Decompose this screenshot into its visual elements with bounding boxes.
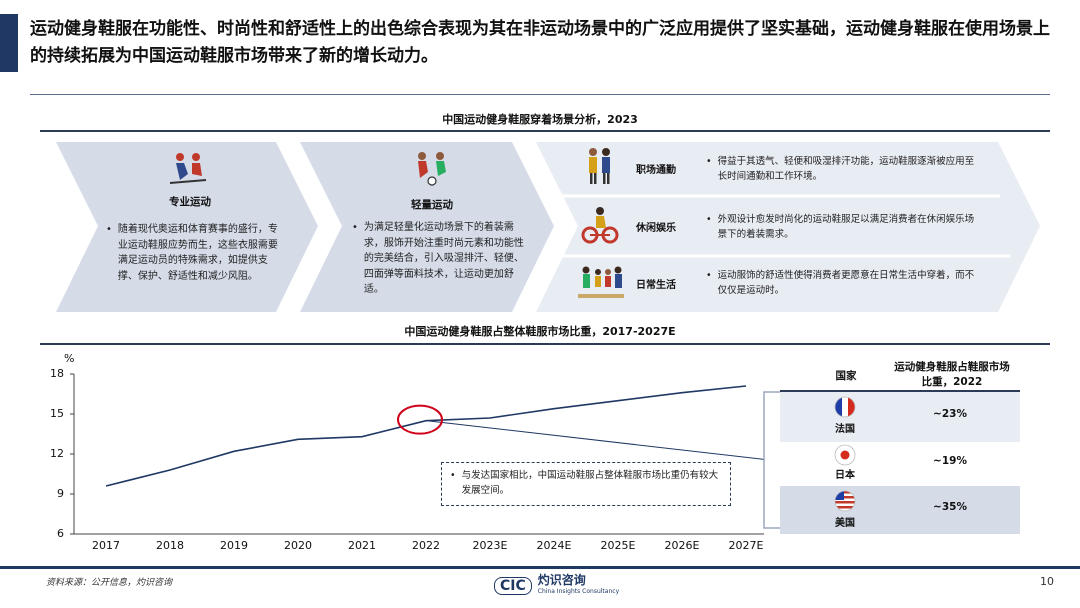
scene-text-commute-body: 得益于其透气、轻便和吸湿排汗功能，运动鞋服逐渐被应用至长时间通勤和工作环境。 <box>717 156 975 182</box>
chevron-pro-sport <box>56 142 318 312</box>
chevron-text-pro-sport-body: 随着现代奥运和体育赛事的盛行，专业运动鞋服应势而生，这些衣服需要满足运动员的特殊… <box>117 224 278 282</box>
chevron-light-sport <box>300 142 554 312</box>
chevron-text-light-sport-body: 为满足轻量化运动场景下的着装需求，服饰开始注重时尚元素和功能性的完美结合，引入吸… <box>363 222 524 295</box>
logo-mark: CIC <box>494 577 532 595</box>
chevron-text-pro-sport: • 随着现代奥运和体育赛事的盛行，专业运动鞋服应势而生，这些衣服需要满足运动员的特… <box>106 222 284 284</box>
x-tick-label: 2017 <box>92 539 120 552</box>
y-tick-label: 12 <box>50 447 64 460</box>
x-tick-label: 2024E <box>536 539 572 552</box>
scene-text-daily: • 运动服饰的舒适性使得消费者更愿意在日常生活中穿着，而不仅仅是运动时。 <box>706 270 975 296</box>
header-accent-bar <box>0 14 18 72</box>
side-row-bg-usa <box>780 486 1020 534</box>
y-tick-label: 6 <box>57 527 64 540</box>
chevron-band <box>56 142 1040 312</box>
x-tick-label: 2022 <box>412 539 440 552</box>
annotation-text: 与发达国家相比，中国运动鞋服占整体鞋服市场比重仍有较大发展空间。 <box>461 470 719 496</box>
y-tick-label: 18 <box>50 367 64 380</box>
highlight-circle <box>397 404 443 435</box>
country-france: 法国 <box>835 424 855 435</box>
side-header-country: 国家 <box>835 370 857 382</box>
chevron-text-light-sport: • 为满足轻量化运动场景下的着装需求，服饰开始注重时尚元素和功能性的完美结合，引入… <box>352 220 532 298</box>
y-axis-unit: % <box>64 352 75 365</box>
logo-subtitle: China Insights Consultancy <box>537 588 620 595</box>
x-tick-label: 2023E <box>472 539 508 552</box>
country-japan: 日本 <box>835 470 855 481</box>
x-tick-label: 2018 <box>156 539 184 552</box>
share-france: ~23% <box>933 408 967 420</box>
side-table-bracket <box>758 390 780 530</box>
country-usa: 美国 <box>835 518 855 529</box>
japan-flag-icon <box>834 444 856 466</box>
gap-reference-line <box>425 420 765 460</box>
series-line <box>105 385 747 487</box>
scene-label-commute: 职场通勤 <box>636 165 676 176</box>
headline-divider <box>30 94 1050 95</box>
scene-text-commute: • 得益于其透气、轻便和吸湿排汗功能，运动鞋服逐渐被应用至长时间通勤和工作环境。 <box>706 156 975 182</box>
family-icon <box>576 262 626 302</box>
x-tick-label: 2026E <box>664 539 700 552</box>
scene-text-daily-body: 运动服饰的舒适性使得消费者更愿意在日常生活中穿着，而不仅仅是运动时。 <box>717 270 975 296</box>
footer-rule <box>0 566 1080 569</box>
x-tick-label: 2019 <box>220 539 248 552</box>
scene-section-title: 中国运动健身鞋服穿着场景分析，2023 <box>442 113 638 126</box>
usa-flag-icon <box>834 490 856 512</box>
scene-label-daily: 日常生活 <box>636 280 676 291</box>
line-chart <box>70 373 765 535</box>
commuters-icon <box>580 146 620 186</box>
y-tick-label: 9 <box>57 487 64 500</box>
share-usa: ~35% <box>933 501 967 513</box>
cic-logo: CIC 灼识咨询 China Insights Consultancy <box>494 574 619 598</box>
y-tick-label: 15 <box>50 407 64 420</box>
share-japan: ~19% <box>933 455 967 467</box>
x-tick-label: 2020 <box>284 539 312 552</box>
side-table-top-rule <box>780 390 1020 392</box>
chart-section-title: 中国运动健身鞋服占整体鞋服市场比重，2017-2027E <box>404 325 676 338</box>
scene-text-leisure: • 外观设计愈发时尚化的运动鞋服足以满足消费者在休闲娱乐场景下的着装需求。 <box>706 214 975 240</box>
x-tick-label: 2021 <box>348 539 376 552</box>
page-number: 10 <box>1040 575 1054 588</box>
chevron-label-light-sport: 轻量运动 <box>411 199 453 211</box>
skiers-icon <box>166 150 210 186</box>
scene-section-rule <box>40 130 1050 132</box>
logo-name: 灼识咨询 <box>537 573 586 587</box>
soccer-players-icon <box>410 150 454 186</box>
chevron-scenes <box>536 142 1040 312</box>
cyclist-icon <box>580 204 620 244</box>
chart-section-rule <box>40 343 1050 345</box>
annotation-box: • 与发达国家相比，中国运动鞋服占整体鞋服市场比重仍有较大发展空间。 <box>441 462 731 506</box>
x-tick-label: 2025E <box>600 539 636 552</box>
source-note: 资料来源：公开信息，灼识咨询 <box>46 578 173 588</box>
scene-label-leisure: 休闲娱乐 <box>636 223 676 234</box>
scene-text-leisure-body: 外观设计愈发时尚化的运动鞋服足以满足消费者在休闲娱乐场景下的着装需求。 <box>717 214 975 240</box>
side-row-bg-france <box>780 392 1020 442</box>
side-header-share: 运动健身鞋服占鞋服市场比重，2022 <box>894 361 1010 388</box>
chevron-label-pro-sport: 专业运动 <box>169 196 211 208</box>
page-headline: 运动健身鞋服在功能性、时尚性和舒适性上的出色综合表现为其在非运动场景中的广泛应用… <box>30 19 1050 66</box>
x-tick-label: 2027E <box>728 539 764 552</box>
france-flag-icon <box>834 396 856 418</box>
